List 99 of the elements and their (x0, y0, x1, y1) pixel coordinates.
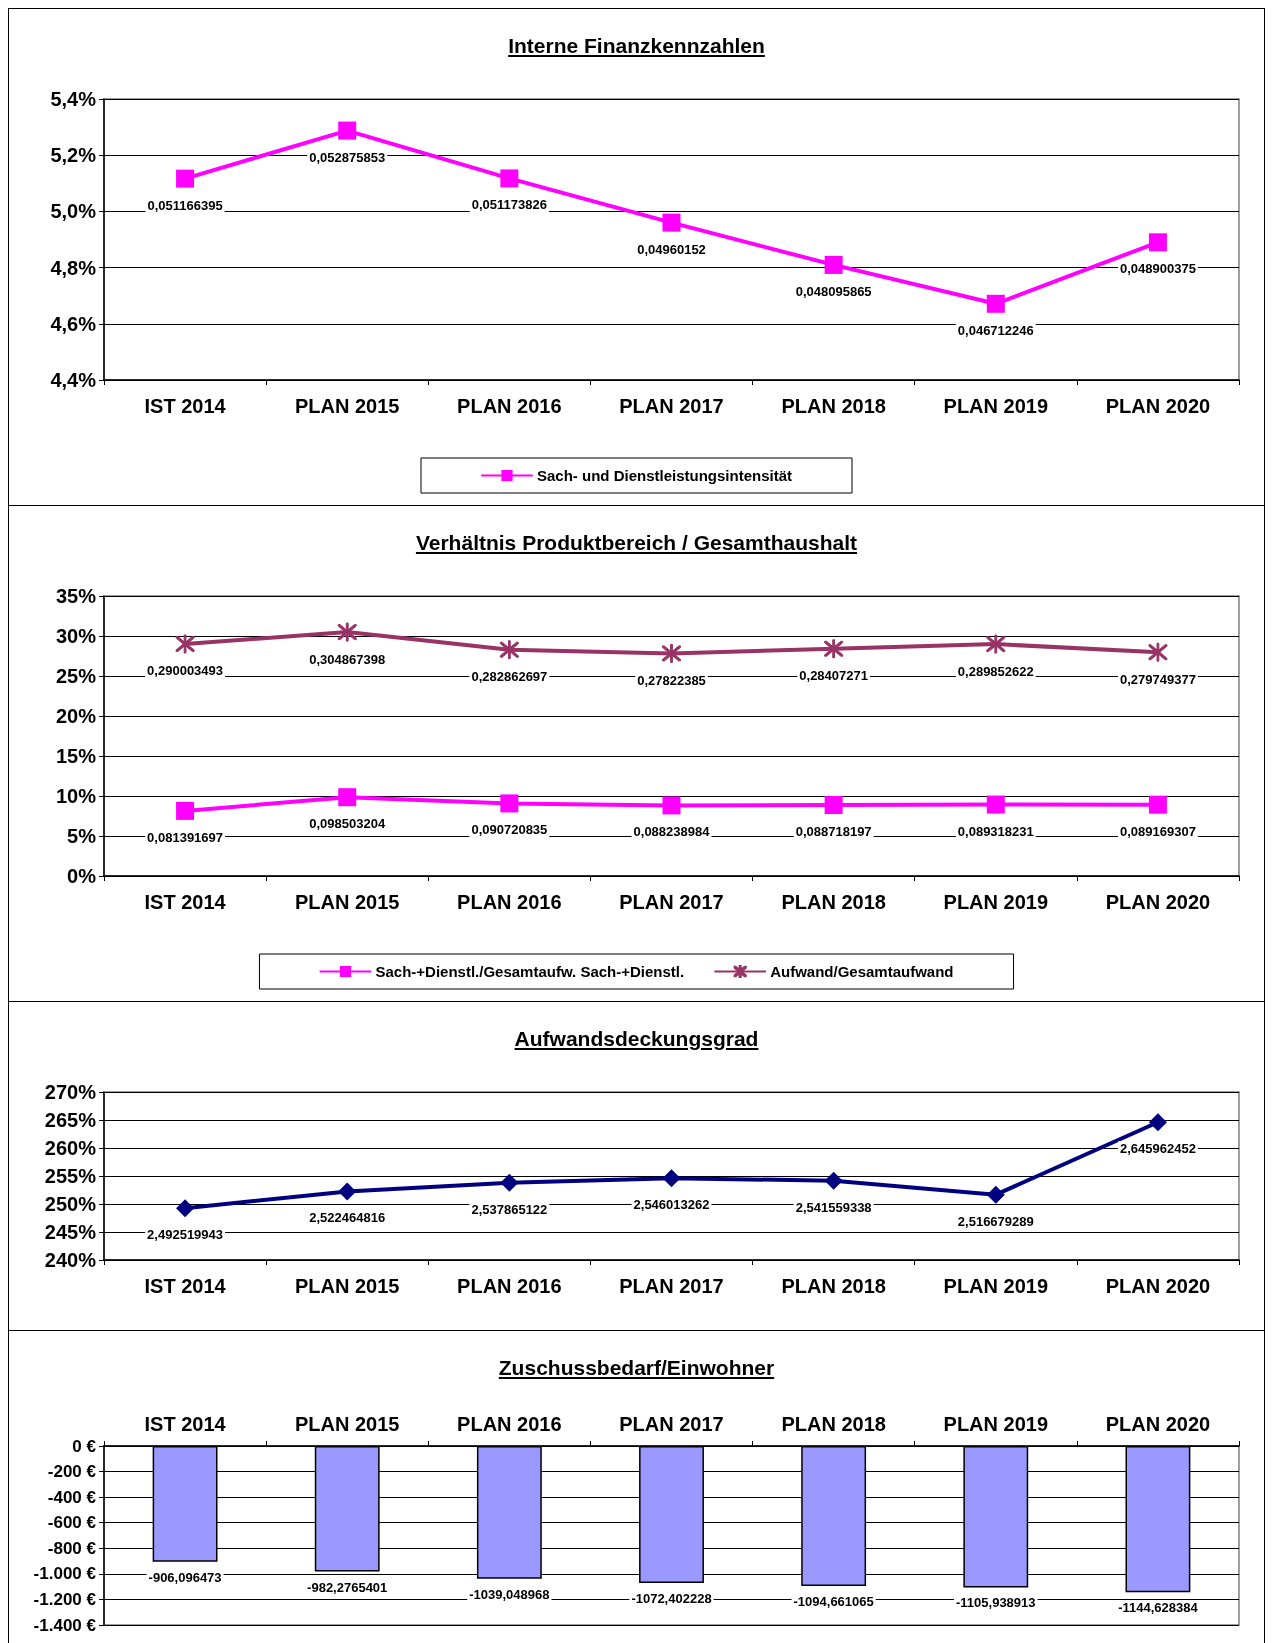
y-tick-label: -200 € (47, 1462, 97, 1482)
data-label: -1144,628384 (1118, 1600, 1199, 1616)
x-tick-label: PLAN 2016 (457, 1413, 562, 1435)
x-tick-label: IST 2014 (144, 891, 227, 913)
y-tick-label: 5,4% (50, 88, 97, 110)
data-label: -982,2765401 (307, 1579, 388, 1595)
chart-title: Verhältnis Produktbereich / Gesamthaushalt (414, 531, 859, 555)
data-label: 2,537865122 (471, 1201, 548, 1217)
data-label: 0,098503204 (309, 816, 386, 832)
x-tick-label: PLAN 2018 (781, 395, 886, 417)
y-tick-label: 250% (44, 1193, 97, 1215)
data-label: 0,289852622 (957, 663, 1034, 679)
y-tick-label: -600 € (47, 1513, 97, 1533)
y-tick-label: 245% (44, 1221, 97, 1243)
x-tick-label: PLAN 2016 (457, 395, 562, 417)
y-tick-label: 25% (55, 665, 97, 687)
x-tick-label: PLAN 2015 (294, 395, 400, 417)
y-tick-label: 265% (44, 1109, 97, 1131)
x-tick-label: PLAN 2020 (1105, 1413, 1211, 1435)
x-tick-label: PLAN 2018 (781, 1275, 886, 1297)
x-tick-label: PLAN 2015 (294, 1275, 400, 1297)
x-tick-label: PLAN 2018 (781, 891, 886, 913)
y-tick-label: -1.200 € (33, 1589, 97, 1609)
legend-label: Aufwand/Gesamtaufwand (770, 963, 954, 980)
data-label: 0,27822385 (637, 672, 706, 688)
data-label: 0,090720835 (471, 822, 548, 838)
x-tick-label: PLAN 2016 (457, 891, 562, 913)
x-tick-label: PLAN 2016 (457, 1275, 562, 1297)
data-label: 2,645962452 (1119, 1141, 1196, 1157)
y-tick-label: 0% (67, 865, 97, 887)
data-label: 0,304867398 (309, 651, 386, 667)
legend-label: Sach-+Dienstl./Gesamtaufw. Sach-+Dienstl. (375, 963, 685, 980)
y-tick-label: 30% (55, 625, 97, 647)
y-tick-label: -1.000 € (33, 1564, 97, 1584)
chart-title: Aufwandsdeckungsgrad (513, 1027, 760, 1051)
data-label: 0,089169307 (1119, 823, 1196, 839)
y-tick-label: 20% (55, 705, 97, 727)
data-label: 0,046712246 (957, 322, 1034, 338)
y-tick-label: 35% (55, 585, 97, 607)
x-tick-label: PLAN 2017 (619, 1413, 724, 1435)
data-label: 0,048095865 (795, 283, 872, 299)
chart-title: Zuschussbedarf/Einwohner (497, 1356, 776, 1380)
data-label: -1072,402228 (631, 1591, 712, 1607)
y-tick-label: 4,6% (50, 312, 97, 335)
y-tick-label: 5,0% (50, 200, 97, 223)
legend-label: Sach- und Dienstleistungsintensität (536, 467, 793, 484)
y-tick-label: 4,8% (50, 256, 97, 279)
data-label: 0,04960152 (637, 241, 706, 257)
x-tick-label: PLAN 2020 (1105, 1275, 1211, 1297)
x-tick-label: PLAN 2019 (943, 1413, 1049, 1435)
data-label: 0,081391697 (147, 829, 224, 845)
x-tick-label: PLAN 2019 (943, 891, 1049, 913)
data-label: 0,282862697 (471, 669, 548, 685)
data-label: 0,28407271 (799, 668, 868, 684)
x-tick-label: PLAN 2017 (619, 395, 724, 417)
y-tick-label: 5% (67, 825, 97, 847)
x-tick-label: PLAN 2017 (619, 1275, 724, 1297)
data-label: 0,051173826 (471, 197, 547, 213)
x-tick-label: PLAN 2019 (943, 395, 1049, 417)
x-tick-label: PLAN 2017 (619, 891, 724, 913)
y-tick-label: -800 € (47, 1538, 97, 1558)
data-label: 0,279749377 (1119, 671, 1196, 687)
x-tick-label: PLAN 2020 (1105, 891, 1211, 913)
x-tick-label: PLAN 2015 (294, 891, 400, 913)
y-tick-label: 5,2% (50, 144, 97, 167)
data-label: 0,052875853 (309, 149, 386, 165)
y-tick-label: -400 € (47, 1487, 97, 1507)
data-label: 2,541559338 (795, 1199, 872, 1215)
y-tick-label: 255% (44, 1165, 97, 1187)
y-tick-label: 15% (55, 745, 97, 767)
y-tick-label: 240% (44, 1249, 97, 1271)
y-tick-label: 0 € (72, 1436, 97, 1456)
x-tick-label: IST 2014 (144, 395, 227, 417)
data-label: -1105,938913 (956, 1595, 1036, 1611)
y-tick-label: 260% (44, 1137, 97, 1159)
data-label: 0,051166395 (147, 197, 223, 213)
y-tick-label: 4,4% (50, 369, 97, 391)
data-label: 2,516679289 (957, 1213, 1034, 1229)
data-label: 2,522464816 (309, 1210, 386, 1226)
data-label: -1039,048968 (469, 1586, 550, 1602)
data-label: 2,492519943 (147, 1227, 224, 1243)
data-label: 0,290003493 (147, 663, 224, 679)
x-tick-label: IST 2014 (144, 1275, 227, 1297)
x-tick-label: PLAN 2020 (1105, 395, 1211, 417)
data-label: 0,048900375 (1119, 261, 1196, 277)
x-tick-label: PLAN 2018 (781, 1413, 886, 1435)
y-tick-label: 10% (55, 785, 97, 807)
y-tick-label: -1.400 € (33, 1615, 97, 1635)
data-label: -906,096473 (148, 1569, 222, 1585)
x-tick-label: PLAN 2015 (294, 1413, 400, 1435)
data-label: 0,088718197 (795, 824, 872, 840)
x-tick-label: IST 2014 (144, 1413, 227, 1435)
x-tick-label: PLAN 2019 (943, 1275, 1049, 1297)
chart-title: Interne Finanzkennzahlen (507, 34, 766, 58)
data-label: 0,088238984 (633, 824, 711, 840)
data-label: -1094,661065 (793, 1593, 874, 1609)
data-label: 2,546013262 (633, 1197, 710, 1213)
y-tick-label: 270% (44, 1081, 97, 1103)
data-label: 0,089318231 (957, 823, 1034, 839)
